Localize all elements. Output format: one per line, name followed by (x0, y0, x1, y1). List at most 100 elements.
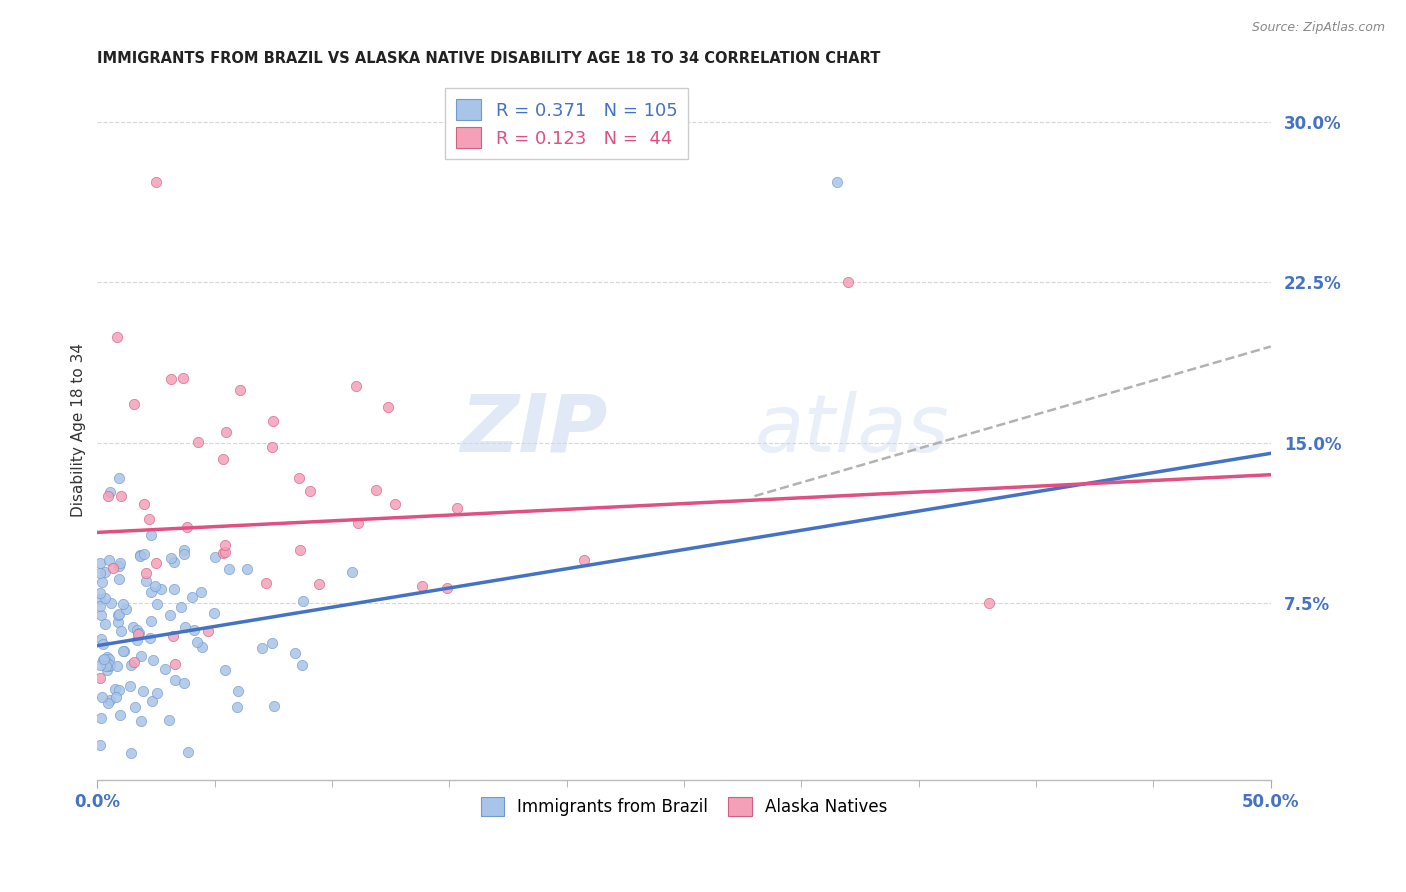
Point (96, 658, 118, 673)
Point (229, 384, 252, 398)
Point (94, 617, 117, 632)
Point (129, 549, 152, 563)
Point (173, 547, 195, 561)
Point (226, 684, 249, 698)
Point (107, 608, 129, 623)
Point (105, 330, 128, 344)
Point (163, 657, 186, 672)
Point (143, 578, 166, 592)
Point (837, 276, 859, 290)
Point (163, 673, 186, 688)
Point (214, 545, 236, 559)
Point (173, 542, 195, 557)
Point (163, 582, 186, 596)
Point (89, 599, 111, 614)
Point (91, 637, 114, 651)
Point (110, 556, 132, 570)
Point (120, 658, 142, 673)
Point (107, 615, 129, 629)
Point (364, 483, 387, 497)
Point (291, 594, 314, 608)
Point (90, 690, 112, 704)
Text: IMMIGRANTS FROM BRAZIL VS ALASKA NATIVE DISABILITY AGE 18 TO 34 CORRELATION CHAR: IMMIGRANTS FROM BRAZIL VS ALASKA NATIVE … (97, 51, 880, 66)
Point (172, 371, 194, 385)
Legend: Immigrants from Brazil, Alaska Natives: Immigrants from Brazil, Alaska Natives (472, 789, 896, 824)
Point (186, 634, 208, 648)
Point (132, 684, 155, 698)
Point (129, 714, 152, 728)
Point (110, 489, 132, 503)
Point (134, 497, 156, 511)
Point (89, 585, 111, 599)
Point (122, 397, 145, 411)
Text: ZIP: ZIP (460, 391, 607, 469)
Point (98, 652, 121, 666)
Point (120, 746, 142, 760)
Point (110, 708, 132, 723)
Point (202, 606, 225, 620)
Point (446, 501, 468, 516)
Point (181, 590, 204, 604)
Point (141, 694, 163, 708)
Point (139, 585, 162, 599)
Point (377, 401, 399, 415)
Point (176, 520, 198, 534)
Point (100, 596, 122, 610)
Point (103, 560, 125, 574)
Point (90, 632, 112, 646)
Point (89, 592, 111, 607)
Point (159, 550, 181, 565)
Point (187, 435, 209, 450)
Point (127, 632, 149, 647)
Point (146, 686, 169, 700)
Point (191, 640, 214, 654)
Point (96, 663, 118, 677)
Point (173, 676, 195, 690)
Point (112, 644, 135, 658)
Point (215, 425, 238, 439)
Point (214, 663, 236, 677)
Point (139, 631, 162, 645)
Point (159, 607, 181, 622)
Point (236, 562, 259, 576)
Point (411, 579, 433, 593)
Point (98, 484, 121, 499)
Point (112, 598, 135, 612)
Point (226, 700, 249, 714)
Point (299, 484, 322, 499)
Point (108, 683, 131, 698)
Point (979, 596, 1001, 610)
Point (96, 649, 118, 664)
Point (90, 608, 112, 623)
Point (138, 512, 160, 526)
Point (346, 516, 368, 530)
Point (163, 555, 186, 569)
Point (122, 620, 145, 634)
Point (288, 542, 311, 557)
Point (97, 696, 120, 710)
Point (262, 440, 284, 454)
Point (176, 745, 198, 759)
Point (128, 548, 150, 562)
Point (110, 624, 132, 639)
Point (160, 372, 183, 386)
Point (260, 636, 283, 650)
Point (124, 700, 146, 714)
Point (94, 591, 117, 606)
Point (93, 565, 115, 579)
Point (96, 655, 118, 669)
Point (89, 671, 111, 685)
Point (145, 175, 167, 189)
Point (262, 414, 284, 428)
Point (90, 575, 112, 590)
Point (141, 615, 163, 629)
Point (104, 690, 127, 705)
Point (344, 378, 367, 392)
Point (98, 658, 121, 673)
Point (170, 599, 193, 614)
Point (145, 556, 167, 570)
Point (825, 175, 848, 189)
Point (183, 623, 205, 637)
Point (135, 574, 157, 589)
Point (120, 680, 142, 694)
